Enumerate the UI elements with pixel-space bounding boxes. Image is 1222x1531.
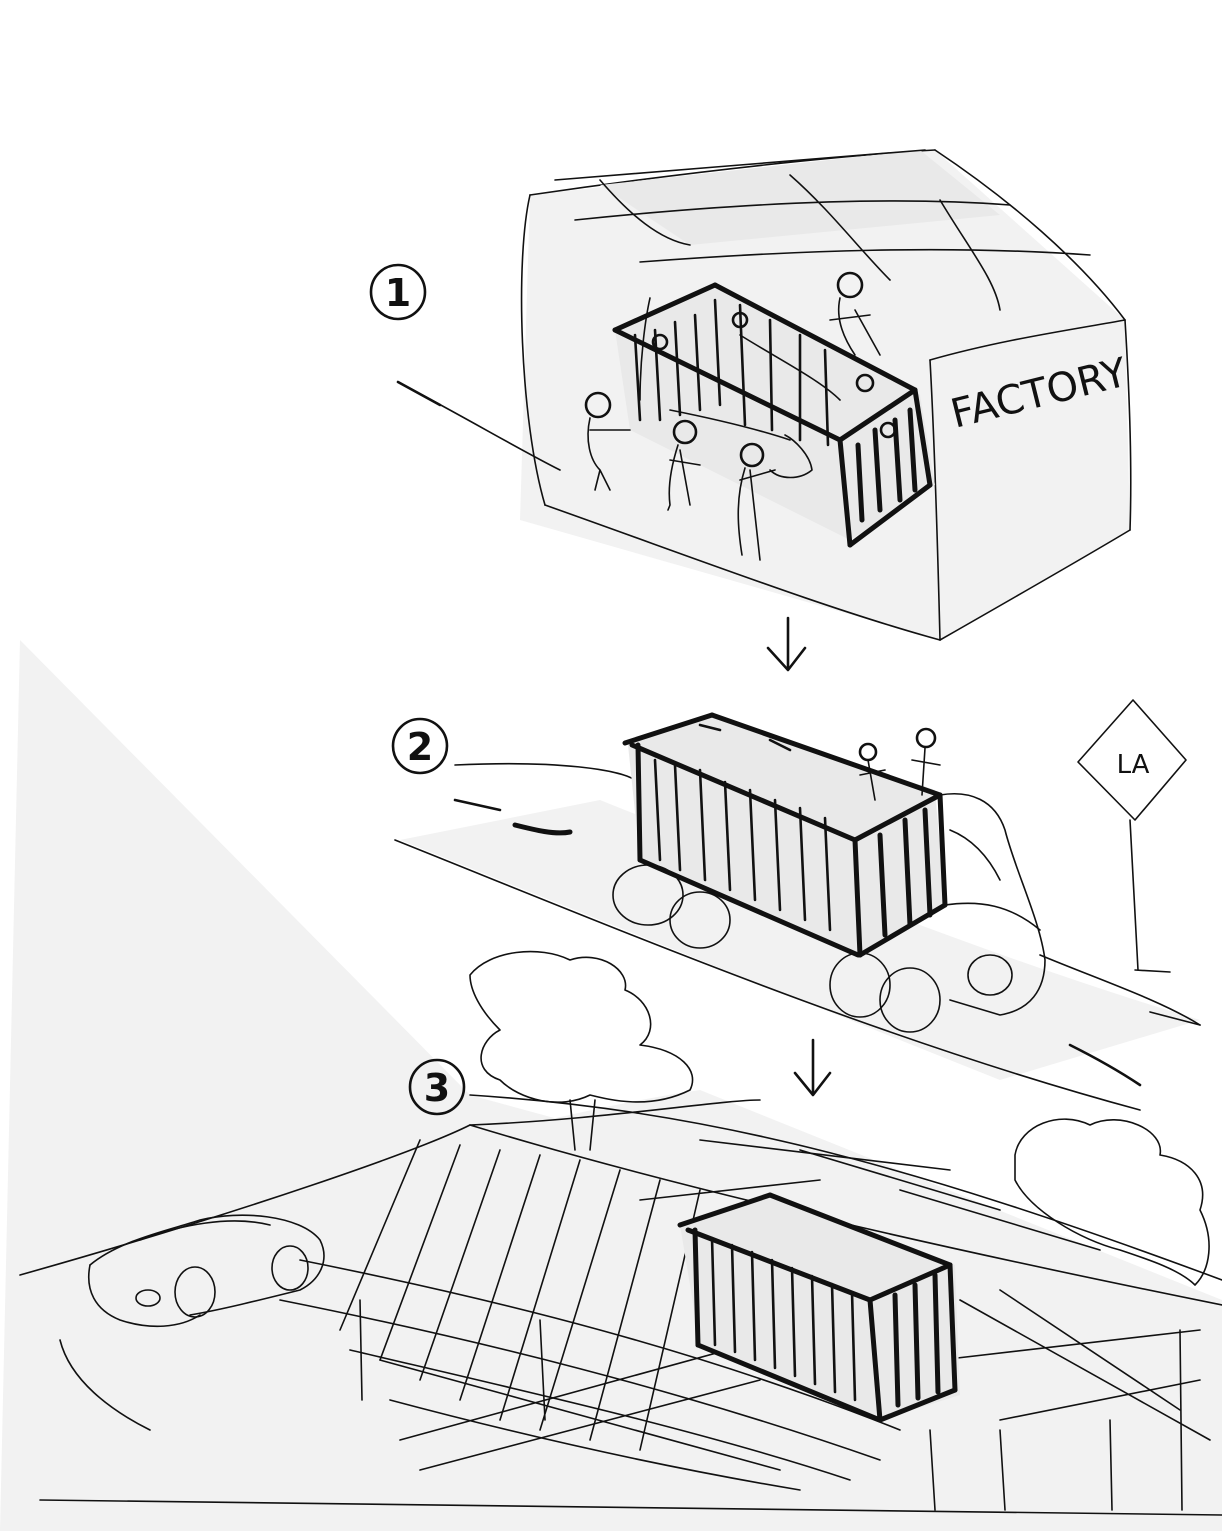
scene-factory: FACTORY	[396, 149, 1132, 641]
step-1-marker: 1	[369, 263, 427, 321]
la-sign-text: LA	[1117, 750, 1150, 780]
step-2-marker: 2	[391, 717, 449, 775]
la-road-sign: LA	[1077, 699, 1187, 973]
truck-wheels	[612, 864, 1013, 1033]
scene-lot	[0, 640, 1222, 1531]
arrow-2-to-3	[793, 1038, 832, 1097]
scene-truck: LA	[394, 699, 1201, 1111]
parked-car	[88, 1214, 325, 1328]
step-1-number: 1	[385, 271, 411, 315]
workers	[584, 271, 881, 561]
step-3-marker: 3	[408, 1058, 466, 1116]
step-3-number: 3	[424, 1066, 450, 1110]
step-2-number: 2	[407, 725, 433, 769]
arrow-1-to-2	[766, 616, 807, 672]
